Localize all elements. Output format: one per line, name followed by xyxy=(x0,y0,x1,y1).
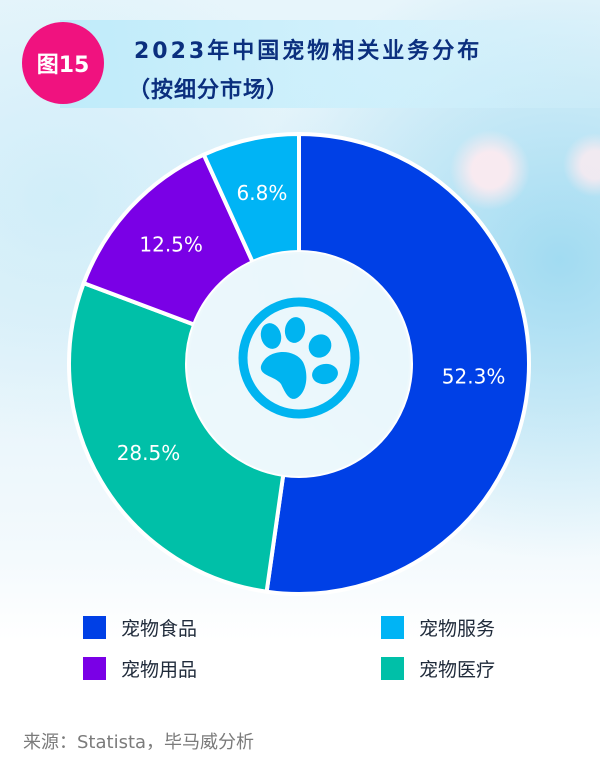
source-note: 来源：Statista，毕马威分析 xyxy=(23,732,255,753)
chart-subtitle: （按细分市场） xyxy=(128,78,290,103)
figure-badge: 图15 xyxy=(22,22,104,104)
legend-item-pet-medical: 宠物医疗 xyxy=(381,655,495,682)
segment-value-label: 12.5% xyxy=(139,233,203,257)
legend-label: 宠物用品 xyxy=(121,659,198,681)
legend-label: 宠物服务 xyxy=(419,618,496,640)
segment-value-label: 52.3% xyxy=(442,364,506,388)
legend-item-pet-services: 宠物服务 xyxy=(381,614,495,641)
chart-title: 2023年中国宠物相关业务分布 xyxy=(134,39,483,64)
legend-swatch xyxy=(381,616,404,639)
legend-item-pet-food: 宠物食品 xyxy=(83,614,197,641)
paw-icon xyxy=(238,297,360,419)
legend-label: 宠物医疗 xyxy=(419,659,496,681)
segment-labels: 52.3% 28.5% 12.5% 6.8% xyxy=(117,181,506,465)
legend-swatch xyxy=(83,657,106,680)
legend-swatch xyxy=(83,616,106,639)
legend-swatch xyxy=(381,657,404,680)
title-band xyxy=(60,20,600,108)
legend-label: 宠物食品 xyxy=(121,618,198,640)
segment-value-label: 6.8% xyxy=(237,181,288,205)
segment-value-label: 28.5% xyxy=(117,441,181,465)
legend-item-pet-supplies: 宠物用品 xyxy=(83,655,197,682)
